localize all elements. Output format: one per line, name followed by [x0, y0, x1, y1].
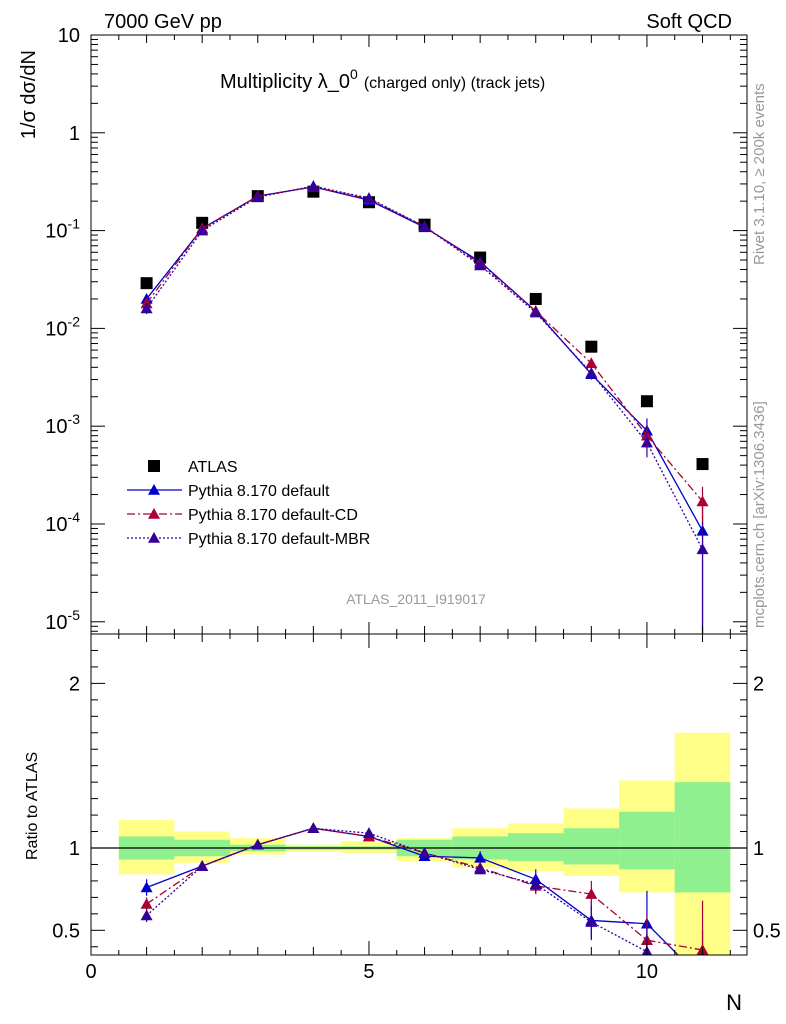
data-point-default_mbr: [140, 302, 153, 314]
series-default: [140, 180, 709, 634]
data-point-atlas: [140, 277, 153, 290]
uncertainty-band-inner: [619, 811, 675, 870]
x-axis-label: N: [726, 990, 742, 1015]
y-tick-label-ratio-left: 1: [69, 838, 80, 860]
legend-label-default_mbr: Pythia 8.170 default-MBR: [188, 531, 370, 548]
y-tick-label-main: 10-1: [45, 216, 80, 243]
ratio-point-default_mbr: [474, 863, 487, 875]
data-point-default_mbr: [196, 224, 209, 236]
y-tick-label-ratio-right: 0.5: [753, 920, 781, 942]
data-point-default_mbr: [307, 180, 320, 191]
uncertainty-band-inner: [507, 833, 564, 862]
data-point-default_mbr: [529, 306, 542, 318]
ratio-point-default_mbr: [307, 822, 320, 834]
data-point-atlas: [585, 340, 598, 353]
data-point-default_mbr: [362, 192, 375, 203]
data-point-default_mbr: [585, 366, 598, 378]
data-point-atlas: [529, 292, 542, 305]
data-point-default_mbr: [640, 436, 653, 448]
series-line-default_cd: [146, 186, 704, 502]
data-point-default_mbr: [474, 259, 487, 271]
ratio-ylabel: Ratio to ATLAS: [24, 752, 41, 860]
ratio-point-default_cd: [585, 888, 598, 899]
data-point-atlas: [696, 458, 709, 471]
y-tick-label-main: 10-3: [45, 411, 80, 438]
y-tick-label-ratio-left: 0.5: [52, 920, 80, 942]
main-ylabel: 1/σ dσ/dN: [18, 50, 40, 139]
main-plot-panel: 10 1 10-1 10-2 10-3 10-4 10-5: [45, 25, 748, 635]
legend-label-data: ATLAS: [188, 459, 238, 476]
y-tick-label-main: 1: [69, 123, 80, 145]
data-point-default_mbr: [251, 191, 264, 202]
ratio-point-default_mbr: [418, 846, 431, 858]
ratio-point-default_mbr: [196, 860, 209, 871]
data-point-default_cd: [585, 357, 598, 369]
source-label: mcplots.cern.ch [arXiv:1306.3436]: [751, 401, 768, 628]
energy-label: 7000 GeV pp: [104, 11, 222, 33]
ratio-point-default_cd: [140, 897, 153, 909]
y-tick-label-main: 10-2: [45, 313, 80, 340]
legend-marker-default_cd: [148, 508, 160, 519]
series-line-default: [146, 186, 704, 532]
y-tick-label-ratio-right: 2: [753, 673, 764, 695]
x-tick-label: 10: [636, 961, 658, 983]
legend-marker-atlas: [148, 460, 160, 472]
legend: ATLAS Pythia 8.170 default Pythia 8.170 de…: [127, 459, 370, 548]
ratio-point-default: [140, 881, 153, 893]
rivet-label: Rivet 3.1.10, ≥ 200k events: [751, 83, 768, 265]
plot-title-main: Multiplicity λ_0: [220, 71, 350, 93]
plot-title-superscript: 0: [350, 66, 358, 82]
plot-title: Multiplicity λ_00 (charged only) (track j…: [220, 66, 545, 93]
ratio-point-default_mbr: [585, 916, 598, 927]
data-point-atlas: [640, 395, 653, 408]
ratio-axes: 0 5 10 0.5 0.5 1 1 2 2: [52, 634, 781, 983]
legend-label-default: Pythia 8.170 default: [188, 483, 330, 500]
plot-title-suffix: (charged only) (track jets): [364, 75, 545, 92]
ratio-point-default: [474, 851, 487, 863]
legend-marker-default: [148, 484, 160, 495]
analysis-label: ATLAS_2011_I919017: [346, 591, 486, 607]
series-default_mbr: [140, 180, 709, 634]
x-tick-label: 5: [363, 961, 374, 983]
x-tick-label: 0: [85, 961, 96, 983]
y-tick-label-main: 10: [58, 25, 80, 47]
y-tick-label-main: 10-4: [45, 509, 80, 536]
ratio-plot-panel: 0 5 10 0.5 0.5 1 1 2 2: [52, 633, 781, 996]
data-point-default_mbr: [418, 220, 431, 232]
ratio-point-default_mbr: [140, 909, 153, 921]
uncertainty-band-inner: [674, 782, 731, 893]
legend-marker-default_mbr: [148, 532, 160, 543]
data-point-default_cd: [696, 495, 709, 507]
uncertainty-band-inner: [563, 828, 620, 865]
ratio-point-default_mbr: [697, 985, 709, 996]
process-label: Soft QCD: [646, 11, 732, 33]
y-tick-label-ratio-right: 1: [753, 838, 764, 860]
ratio-plot-frame: [90, 633, 748, 956]
ratio-point-default_mbr: [251, 838, 264, 850]
y-tick-label-ratio-left: 2: [69, 673, 80, 695]
legend-label-default_cd: Pythia 8.170 default-CD: [188, 507, 358, 524]
y-tick-label-main: 10-5: [45, 607, 80, 634]
ratio-point-default_mbr: [362, 827, 375, 838]
main-plot-area: [140, 180, 709, 634]
ratio-point-default: [697, 974, 709, 985]
ratio-plot-area: [91, 732, 747, 996]
main-axes: 10 1 10-1 10-2 10-3 10-4 10-5: [45, 25, 747, 634]
data-point-default_mbr: [696, 543, 709, 555]
ratio-point-default_mbr: [529, 878, 542, 890]
ratio-series-group: [140, 822, 709, 996]
